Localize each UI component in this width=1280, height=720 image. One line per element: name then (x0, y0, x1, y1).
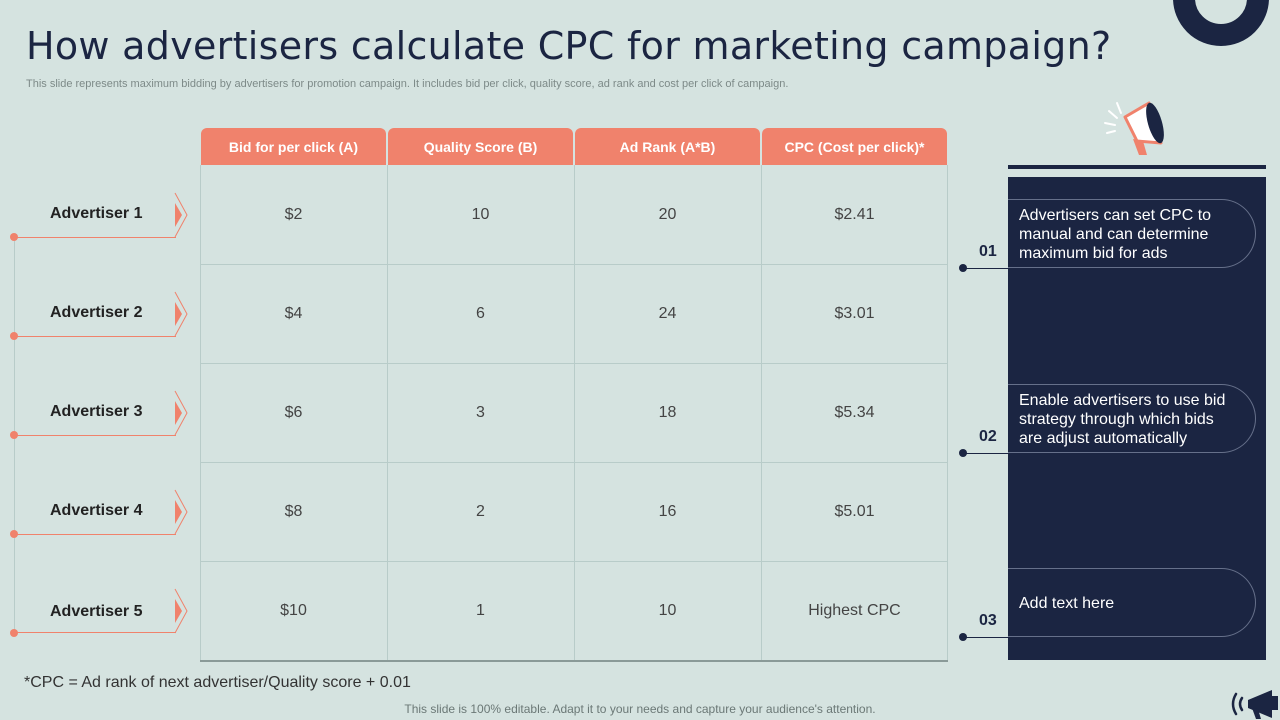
advertiser-dot (10, 629, 18, 637)
side-point-text: Enable advertisers to use bid strategy t… (1019, 392, 1226, 447)
row-divider (200, 462, 948, 463)
side-point-dot (959, 633, 967, 641)
chevron-right-icon (174, 390, 188, 436)
chevron-right-icon (174, 192, 188, 238)
side-point-connector (963, 453, 1008, 454)
column-divider (947, 165, 948, 660)
table-cell: $3.01 (834, 304, 875, 322)
ring-decoration (1173, 0, 1269, 46)
side-panel-top-bar (1008, 165, 1266, 169)
side-point-number: 02 (979, 428, 997, 445)
advertiser-dot (10, 530, 18, 538)
side-point-dot (959, 449, 967, 457)
advertiser-label: Advertiser 4 (50, 502, 143, 519)
side-point-connector (963, 268, 1008, 269)
advertiser-dot (10, 233, 18, 241)
side-point-text: Advertisers can set CPC to manual and ca… (1019, 207, 1212, 262)
advertiser-row-label: Advertiser 2 (0, 264, 190, 363)
side-point-box: Add text here (1008, 568, 1256, 637)
table-cell: 24 (658, 304, 677, 322)
table-cell: $2 (284, 205, 303, 223)
table-cell: 10 (658, 601, 677, 619)
column-header-cpc: CPC (Cost per click)* (762, 128, 947, 165)
side-point-number: 01 (979, 243, 997, 260)
side-point-box: Advertisers can set CPC to manual and ca… (1008, 199, 1256, 268)
column-header-ad-rank: Ad Rank (A*B) (575, 128, 760, 165)
chevron-right-icon (174, 588, 188, 634)
table-cell: $4 (284, 304, 303, 322)
advertiser-label: Advertiser 5 (50, 603, 143, 620)
advertiser-dot (10, 332, 18, 340)
advertiser-row-label: Advertiser 4 (0, 462, 190, 561)
advertiser-row-label: Advertiser 3 (0, 363, 190, 462)
column-divider (761, 165, 762, 660)
table-cell: Highest CPC (808, 601, 901, 619)
table-cell: 20 (658, 205, 677, 223)
table-cell: $6 (284, 403, 303, 421)
table-cell: 1 (476, 601, 485, 619)
column-divider (574, 165, 575, 660)
megaphone-small-icon (1231, 690, 1278, 719)
table-cell: 10 (471, 205, 490, 223)
column-header-bid: Bid for per click (A) (201, 128, 386, 165)
advertiser-row-label: Advertiser 1 (0, 165, 190, 264)
table-cell: $2.41 (834, 205, 875, 223)
footer-text: This slide is 100% editable. Adapt it to… (404, 702, 876, 716)
side-point-box: Enable advertisers to use bid strategy t… (1008, 384, 1256, 453)
table-cell: $10 (280, 601, 307, 619)
column-divider (387, 165, 388, 660)
row-divider (200, 561, 948, 562)
advertiser-row-label: Advertiser 5 (0, 561, 190, 660)
table-cell: 3 (476, 403, 485, 421)
table-cell: 2 (476, 502, 485, 520)
row-divider (200, 264, 948, 265)
advertiser-underline (14, 237, 176, 238)
advertiser-underline (14, 534, 176, 535)
page-subtitle: This slide represents maximum bidding by… (26, 78, 789, 90)
advertiser-label: Advertiser 3 (50, 403, 143, 420)
table-cell: $5.34 (834, 403, 875, 421)
advertiser-label: Advertiser 2 (50, 304, 143, 321)
table-cell: 16 (658, 502, 677, 520)
table-cell: 18 (658, 403, 677, 421)
side-point-dot (959, 264, 967, 272)
advertiser-dot (10, 431, 18, 439)
cpc-table: Bid for per click (A) Quality Score (B) … (200, 128, 948, 662)
advertiser-label: Advertiser 1 (50, 205, 143, 222)
advertiser-underline (14, 336, 176, 337)
table-cell: $8 (284, 502, 303, 520)
megaphone-icon (1104, 101, 1164, 155)
cpc-formula-footnote: *CPC = Ad rank of next advertiser/Qualit… (24, 674, 411, 691)
chevron-right-icon (174, 489, 188, 535)
table-cell: $5.01 (834, 502, 875, 520)
side-point-number: 03 (979, 612, 997, 629)
table-body: $2 10 20 $2.41 $4 6 24 $3.01 $6 3 18 $5.… (200, 165, 948, 662)
row-divider (200, 363, 948, 364)
page-title: How advertisers calculate CPC for market… (26, 24, 1112, 68)
chevron-right-icon (174, 291, 188, 337)
side-point-connector (963, 637, 1008, 638)
advertiser-underline (14, 632, 176, 633)
table-cell: 6 (476, 304, 485, 322)
column-divider (200, 165, 201, 660)
side-point-text: Add text here (1019, 595, 1115, 612)
advertiser-underline (14, 435, 176, 436)
column-header-quality-score: Quality Score (B) (388, 128, 573, 165)
